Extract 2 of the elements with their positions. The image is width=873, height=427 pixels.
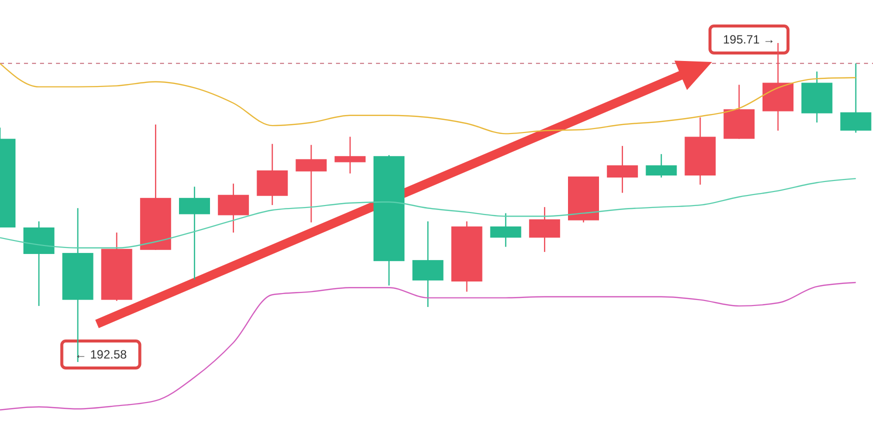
annotation: 195.71 → [722, 32, 776, 46]
candlestick [334, 136, 366, 174]
